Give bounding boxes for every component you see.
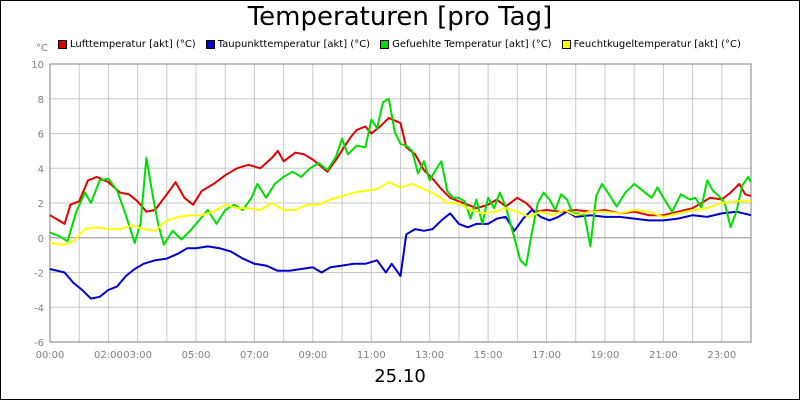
y-tick-label: 8 [38,95,44,106]
legend-label: Taupunkttemperatur [akt] (°C) [217,38,371,50]
chart-title: Temperaturen [pro Tag] [247,2,553,32]
y-tick-label: -6 [34,338,44,349]
x-tick-label: 03:00 [123,350,152,361]
series-line-4 [49,181,751,246]
legend-item-2: Taupunkttemperatur [akt] (°C) [205,37,371,51]
chart-legend: Lufttemperatur [akt] (°C) Taupunkttempera… [58,37,751,51]
y-tick-label: 6 [38,130,44,141]
x-tick-label: 07:00 [240,350,269,361]
y-tick-label: -2 [34,269,44,280]
legend-item-1: Lufttemperatur [akt] (°C) [58,37,196,51]
y-tick-label: 0 [38,234,44,245]
y-tick-label: 10 [31,60,44,71]
x-tick-label: 05:00 [182,350,211,361]
series-line-3 [49,97,752,267]
y-tick-label: -4 [34,303,44,314]
x-tick-label: 09:00 [298,350,327,361]
series-line-2 [49,209,752,300]
legend-swatch [380,39,390,49]
legend-swatch [58,39,67,49]
legend-label: Lufttemperatur [akt] (°C) [70,38,196,50]
y-tick-label: 4 [38,164,44,175]
y-tick-label: 2 [38,199,44,210]
x-tick-label: 17:00 [532,350,561,361]
legend-swatch [205,39,215,49]
x-tick-label: 23:00 [707,350,736,361]
x-tick-label: 21:00 [649,350,678,361]
legend-swatch [561,39,571,49]
x-tick-label: 02:00 [94,350,123,361]
x-axis-title: 25.10 [374,366,426,387]
x-tick-label: 00:00 [36,350,65,361]
x-tick-label: 19:00 [591,350,620,361]
legend-label: Gefuehlte Temperatur [akt] (°C) [392,38,552,50]
plot-border [49,63,752,343]
legend-item-3: Gefuehlte Temperatur [akt] (°C) [380,37,552,51]
x-tick-label: 15:00 [474,350,503,361]
x-tick-label: 11:00 [357,350,386,361]
x-tick-label: 13:00 [415,350,444,361]
legend-label: Feuchtkugeltemperatur [akt] (°C) [573,38,741,50]
legend-item-4: Feuchtkugeltemperatur [akt] (°C) [561,37,741,51]
y-unit-label: °C [36,43,48,54]
